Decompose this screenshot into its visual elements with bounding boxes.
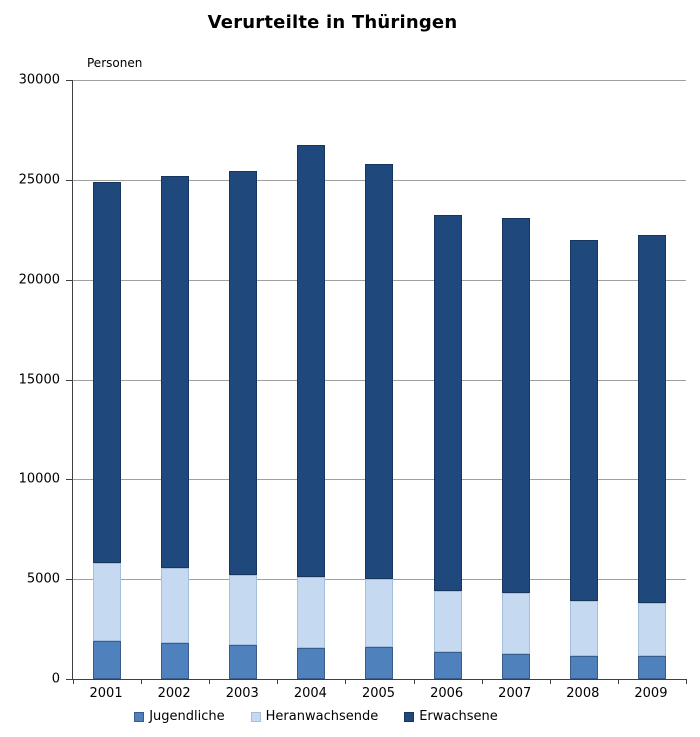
bar-stack-2007	[501, 80, 530, 679]
x-axis-tick-2	[209, 679, 211, 684]
bar-segment-jugendliche-2002	[161, 643, 190, 679]
bar-segment-heranwachsende-2009	[637, 603, 666, 657]
x-tick-label-2009: 2009	[634, 686, 668, 701]
legend-swatch-jugendliche	[134, 711, 145, 722]
y-axis-unit-label: Personen	[87, 56, 143, 70]
bar-segment-jugendliche-2007	[501, 654, 530, 679]
bar-slot-2007	[482, 80, 550, 679]
x-axis-tick-9	[686, 679, 687, 684]
bar-slot-2003	[209, 80, 277, 679]
legend-swatch-erwachsene	[404, 711, 415, 722]
bar-slot-2009	[618, 80, 686, 679]
bar-slot-2004	[277, 80, 345, 679]
y-tick-label-30000: 30000	[18, 72, 60, 88]
x-tick-label-2005: 2005	[361, 686, 396, 701]
legend-item-jugendliche: Jugendliche	[134, 709, 225, 724]
bar-segment-erwachsene-2004	[297, 144, 326, 578]
gridline-30000	[73, 80, 686, 81]
bar-stack-2009	[637, 80, 666, 679]
x-tick-label-2003: 2003	[225, 686, 259, 701]
y-axis-tick-5000	[66, 579, 72, 581]
x-axis-tick-1	[141, 679, 143, 684]
y-axis-tick-10000	[66, 479, 72, 481]
legend-item-erwachsene: Erwachsene	[404, 709, 498, 724]
bar-segment-jugendliche-2004	[297, 648, 326, 679]
y-axis-tick-0	[66, 679, 72, 680]
x-tick-label-2002: 2002	[157, 686, 191, 701]
bar-segment-erwachsene-2001	[93, 181, 122, 564]
x-axis-labels: 2001 2002 2003 2004 2005 2006 2007 2008 2009	[72, 686, 685, 704]
bar-stack-2004	[297, 80, 326, 679]
bar-slot-2001	[73, 80, 141, 679]
bar-segment-erwachsene-2007	[501, 217, 530, 594]
bar-segment-jugendliche-2008	[569, 656, 598, 679]
bar-segment-heranwachsende-2005	[365, 579, 394, 648]
x-tick-label-2007: 2007	[498, 686, 532, 701]
bar-stack-2005	[365, 80, 394, 679]
y-tick-label-20000: 20000	[18, 272, 60, 288]
bar-segment-erwachsene-2009	[637, 234, 666, 604]
x-tick-label-2006: 2006	[430, 686, 464, 701]
bar-stack-2002	[161, 80, 190, 679]
bar-stack-2001	[93, 80, 122, 679]
legend: Jugendliche Heranwachsende Erwachsene	[0, 709, 632, 724]
bar-segment-erwachsene-2003	[229, 170, 258, 576]
y-tick-label-0: 0	[51, 671, 60, 687]
bar-segment-heranwachsende-2001	[93, 563, 122, 642]
y-tick-label-15000: 15000	[18, 372, 60, 387]
legend-swatch-heranwachsende	[250, 711, 261, 722]
bar-segment-jugendliche-2001	[93, 641, 122, 679]
y-axis-tick-30000	[66, 80, 72, 81]
bar-slot-2006	[414, 80, 482, 679]
chart-title: Verurteilte in Thüringen	[207, 12, 458, 33]
x-axis-tick-6	[481, 679, 483, 684]
bar-segment-heranwachsende-2004	[297, 577, 326, 649]
bar-stack-2003	[229, 80, 258, 679]
bar-stack-2008	[569, 80, 598, 679]
legend-item-heranwachsende: Heranwachsende	[250, 709, 379, 724]
x-axis-tick-7	[549, 679, 551, 684]
x-tick-label-2001: 2001	[89, 686, 123, 701]
x-tick-label-2004: 2004	[293, 686, 327, 701]
bar-segment-jugendliche-2003	[229, 645, 258, 679]
bar-slot-2005	[345, 80, 413, 679]
legend-label-erwachsene: Erwachsene	[419, 709, 498, 724]
bar-stack-2006	[433, 80, 462, 679]
bar-slot-2008	[550, 80, 618, 679]
y-tick-label-10000: 10000	[18, 471, 60, 487]
y-axis-tick-15000	[66, 379, 72, 381]
bar-segment-erwachsene-2002	[161, 175, 190, 569]
x-axis-tick-4	[345, 679, 347, 684]
y-axis-tick-20000	[66, 279, 72, 281]
x-axis-tick-5	[413, 679, 415, 684]
bar-segment-jugendliche-2009	[637, 656, 666, 679]
bar-segment-heranwachsende-2002	[161, 568, 190, 644]
bar-segment-heranwachsende-2007	[501, 593, 530, 655]
bar-segment-erwachsene-2008	[569, 239, 598, 602]
x-tick-label-2008: 2008	[566, 686, 600, 701]
legend-label-heranwachsende: Heranwachsende	[265, 709, 379, 724]
bar-segment-heranwachsende-2003	[229, 575, 258, 646]
x-axis-tick-3	[277, 679, 279, 684]
bar-segment-jugendliche-2006	[433, 652, 462, 679]
bar-segment-erwachsene-2005	[365, 163, 394, 580]
y-axis-labels: 0 5000 10000 15000 20000 25000 30000	[0, 74, 60, 686]
y-axis-tick-25000	[66, 179, 72, 181]
plot-area	[66, 80, 687, 684]
bar-segment-jugendliche-2005	[365, 647, 394, 679]
y-tick-label-25000: 25000	[18, 172, 60, 188]
x-axis-tick-0	[73, 679, 74, 684]
bar-slot-2002	[141, 80, 209, 679]
legend-label-jugendliche: Jugendliche	[149, 709, 225, 724]
y-tick-label-5000: 5000	[26, 571, 60, 587]
bar-segment-erwachsene-2006	[433, 214, 462, 592]
x-axis-tick-8	[617, 679, 619, 684]
bar-segment-heranwachsende-2006	[433, 591, 462, 653]
bar-segment-heranwachsende-2008	[569, 601, 598, 657]
